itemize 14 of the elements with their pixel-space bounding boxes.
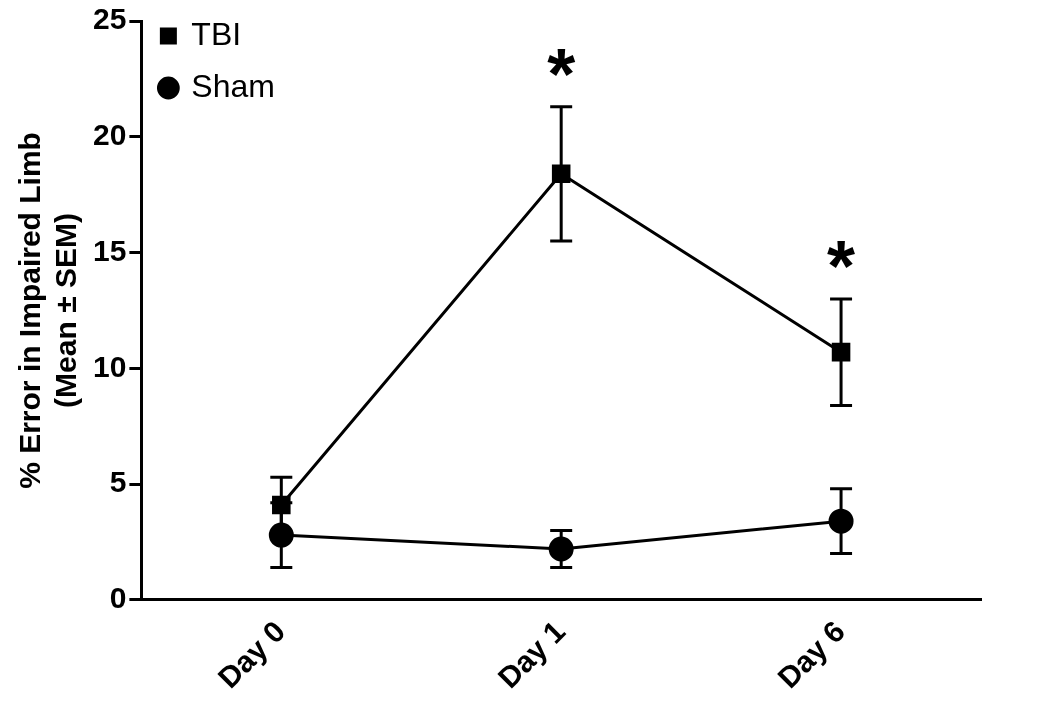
annotation: * bbox=[547, 33, 576, 114]
x-tick-label: Day 0 bbox=[211, 614, 292, 695]
y-tick-label: 10 bbox=[92, 349, 127, 383]
y-tick-label: 5 bbox=[109, 465, 127, 499]
x-tick-label: Day 6 bbox=[771, 614, 852, 695]
y-tick-label: 15 bbox=[92, 233, 127, 267]
x-tick-label: Day 1 bbox=[491, 614, 572, 695]
legend-label: TBI bbox=[191, 15, 242, 52]
y-tick-label: 0 bbox=[109, 581, 127, 615]
annotation: * bbox=[827, 225, 856, 306]
y-tick-label: 20 bbox=[92, 118, 127, 152]
y-tick-label: 25 bbox=[92, 2, 127, 36]
legend-label: Sham bbox=[191, 67, 275, 104]
y-axis-title: % Error in Impaired Limb (Mean ± SEM) bbox=[13, 132, 83, 489]
